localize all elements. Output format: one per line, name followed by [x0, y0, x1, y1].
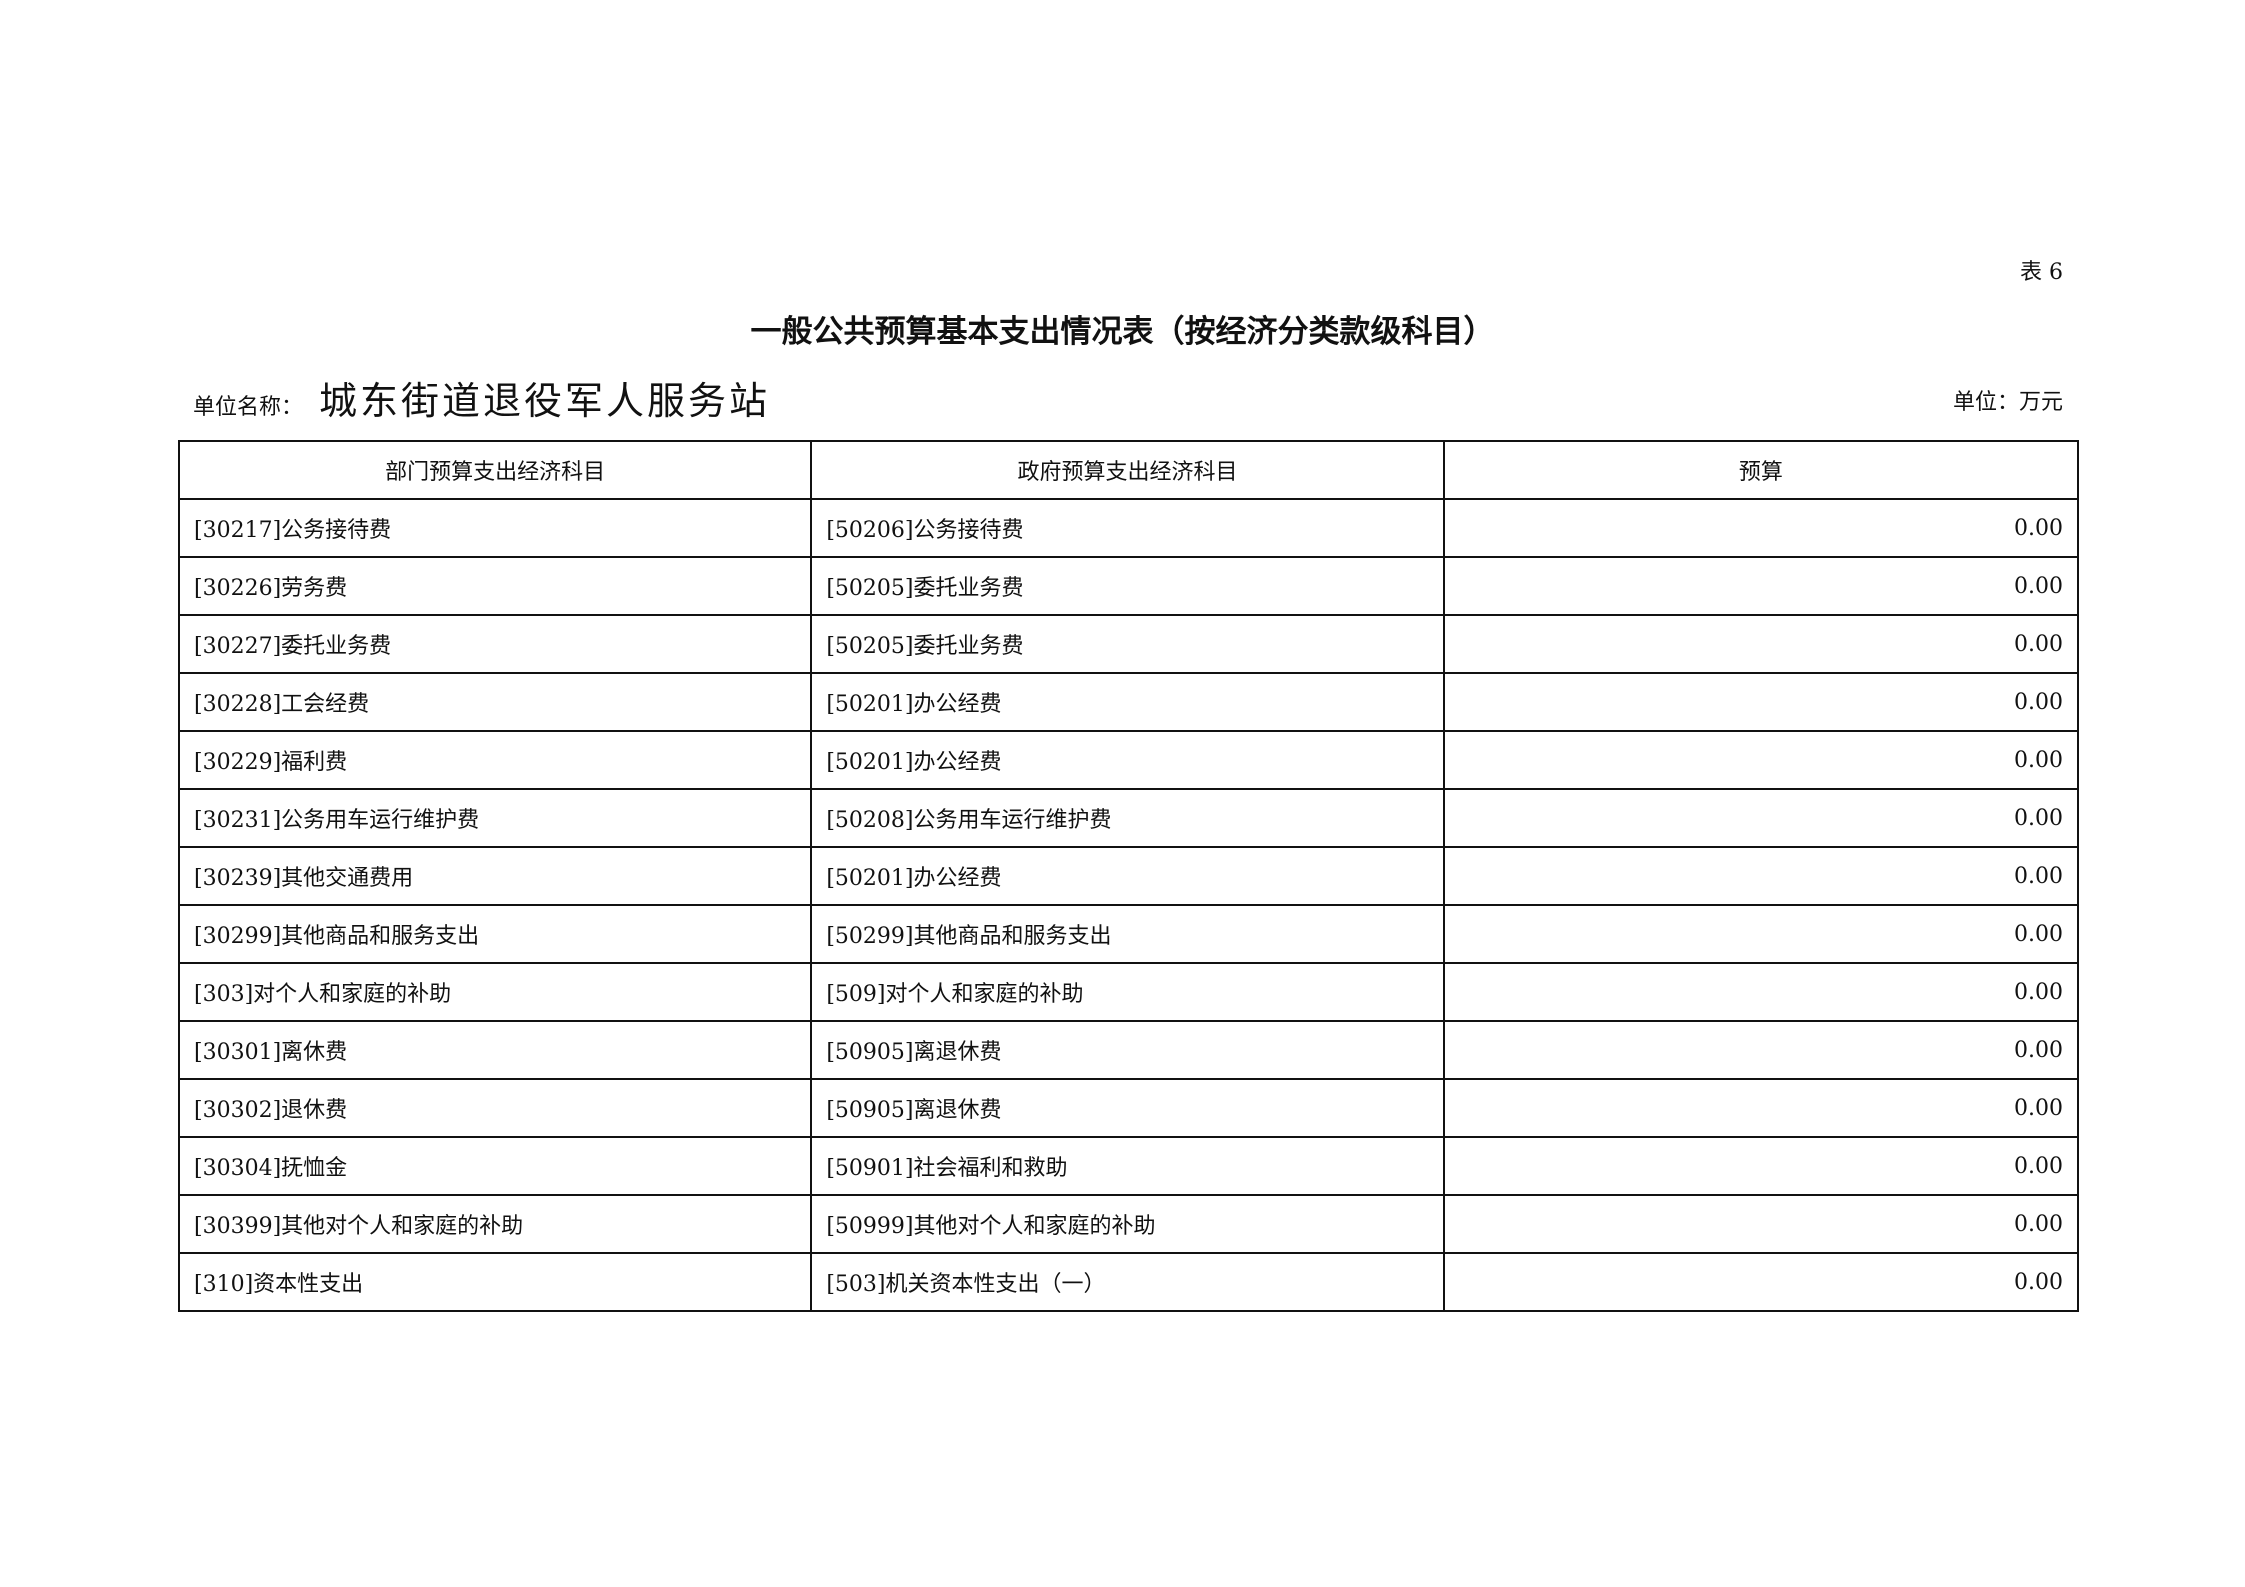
dept-economic-item: [30229]福利费 [177, 730, 813, 790]
unit-name-row: 单位名称： 城东街道退役军人服务站 [193, 370, 770, 425]
budget-amount: 0.00 [1442, 1136, 2080, 1196]
gov-economic-item: [503]机关资本性支出（一） [810, 1252, 1445, 1312]
table-number: 表 6 [2020, 260, 2063, 285]
column-header: 预算 [1442, 440, 2080, 500]
budget-amount: 0.00 [1442, 498, 2080, 558]
unit-name-label: 单位名称： [193, 395, 304, 420]
budget-amount: 0.00 [1442, 1020, 2080, 1080]
dept-economic-item: [310]资本性支出 [177, 1252, 813, 1312]
column-header: 政府预算支出经济科目 [810, 440, 1445, 500]
dept-economic-item: [30228]工会经费 [177, 672, 813, 732]
table-header-row: 部门预算支出经济科目 政府预算支出经济科目 预算 [177, 440, 2080, 500]
gov-economic-item: [50901]社会福利和救助 [810, 1136, 1445, 1196]
page-title: 一般公共预算基本支出情况表（按经济分类款级科目） [750, 314, 1495, 350]
dept-economic-item: [30302]退休费 [177, 1078, 813, 1138]
dept-economic-item: [30227]委托业务费 [177, 614, 813, 674]
budget-amount: 0.00 [1442, 672, 2080, 732]
table-row: [30299]其他商品和服务支出 [50299]其他商品和服务支出 0.00 [177, 904, 2080, 964]
budget-amount: 0.00 [1442, 1078, 2080, 1138]
table-row: [310]资本性支出 [503]机关资本性支出（一） 0.00 [177, 1252, 2080, 1312]
table-row: [30226]劳务费 [50205]委托业务费 0.00 [177, 556, 2080, 616]
gov-economic-item: [50905]离退休费 [810, 1020, 1445, 1080]
gov-economic-item: [50905]离退休费 [810, 1078, 1445, 1138]
budget-amount: 0.00 [1442, 962, 2080, 1022]
table-row: [30302]退休费 [50905]离退休费 0.00 [177, 1078, 2080, 1138]
table-row: [30229]福利费 [50201]办公经费 0.00 [177, 730, 2080, 790]
budget-amount: 0.00 [1442, 788, 2080, 848]
dept-economic-item: [303]对个人和家庭的补助 [177, 962, 813, 1022]
budget-amount: 0.00 [1442, 1252, 2080, 1312]
table-row: [30227]委托业务费 [50205]委托业务费 0.00 [177, 614, 2080, 674]
dept-economic-item: [30239]其他交通费用 [177, 846, 813, 906]
dept-economic-item: [30226]劳务费 [177, 556, 813, 616]
budget-amount: 0.00 [1442, 556, 2080, 616]
gov-economic-item: [50208]公务用车运行维护费 [810, 788, 1445, 848]
budget-amount: 0.00 [1442, 730, 2080, 790]
dept-economic-item: [30231]公务用车运行维护费 [177, 788, 813, 848]
table-row: [30231]公务用车运行维护费 [50208]公务用车运行维护费 0.00 [177, 788, 2080, 848]
gov-economic-item: [50999]其他对个人和家庭的补助 [810, 1194, 1445, 1254]
budget-amount: 0.00 [1442, 614, 2080, 674]
table-row: [30239]其他交通费用 [50201]办公经费 0.00 [177, 846, 2080, 906]
gov-economic-item: [50205]委托业务费 [810, 556, 1445, 616]
dept-economic-item: [30217]公务接待费 [177, 498, 813, 558]
budget-amount: 0.00 [1442, 904, 2080, 964]
gov-economic-item: [50201]办公经费 [810, 730, 1445, 790]
table-row: [30304]抚恤金 [50901]社会福利和救助 0.00 [177, 1136, 2080, 1196]
gov-economic-item: [50201]办公经费 [810, 672, 1445, 732]
gov-economic-item: [50205]委托业务费 [810, 614, 1445, 674]
budget-amount: 0.00 [1442, 1194, 2080, 1254]
dept-economic-item: [30299]其他商品和服务支出 [177, 904, 813, 964]
table-row: [30399]其他对个人和家庭的补助 [50999]其他对个人和家庭的补助 0.00 [177, 1194, 2080, 1254]
budget-amount: 0.00 [1442, 846, 2080, 906]
currency-unit: 单位：万元 [1952, 390, 2063, 415]
table-row: [303]对个人和家庭的补助 [509]对个人和家庭的补助 0.00 [177, 962, 2080, 1022]
unit-name: 城东街道退役军人服务站 [319, 379, 771, 423]
table-row: [30301]离休费 [50905]离退休费 0.00 [177, 1020, 2080, 1080]
gov-economic-item: [509]对个人和家庭的补助 [810, 962, 1445, 1022]
table-row: [30217]公务接待费 [50206]公务接待费 0.00 [177, 498, 2080, 558]
gov-economic-item: [50299]其他商品和服务支出 [810, 904, 1445, 964]
table-row: [30228]工会经费 [50201]办公经费 0.00 [177, 672, 2080, 732]
gov-economic-item: [50206]公务接待费 [810, 498, 1445, 558]
budget-table: 部门预算支出经济科目 政府预算支出经济科目 预算 [30217]公务接待费 [50… [177, 440, 2080, 1312]
gov-economic-item: [50201]办公经费 [810, 846, 1445, 906]
dept-economic-item: [30399]其他对个人和家庭的补助 [177, 1194, 813, 1254]
column-header: 部门预算支出经济科目 [177, 440, 813, 500]
dept-economic-item: [30301]离休费 [177, 1020, 813, 1080]
dept-economic-item: [30304]抚恤金 [177, 1136, 813, 1196]
